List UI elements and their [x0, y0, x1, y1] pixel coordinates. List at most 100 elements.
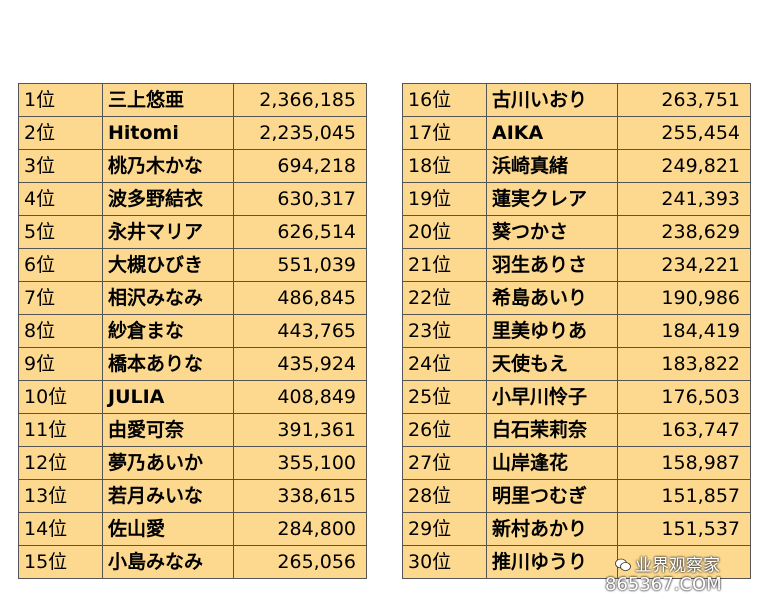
watermark-title: 业界观察家 — [615, 551, 720, 576]
rank-label: 8位 — [18, 314, 103, 348]
actress-name: 相沢みなみ — [102, 281, 234, 315]
actress-name: 桃乃木かな — [102, 149, 234, 183]
watermark: 业界观察家 865367.COM — [605, 551, 765, 597]
actress-name: 紗倉まな — [102, 314, 234, 348]
table-row: 17位 AIKA 255,454 — [402, 116, 751, 150]
wechat-icon — [615, 558, 631, 571]
table-row: 10位 JULIA 408,849 — [18, 380, 367, 414]
rank-label: 3位 — [18, 149, 103, 183]
view-count: 630,317 — [233, 182, 367, 216]
table-row: 6位 大槻ひびき 551,039 — [18, 248, 367, 282]
actress-name: 小島みなみ — [102, 545, 234, 579]
actress-name: 蓮実クレア — [486, 182, 618, 216]
actress-name: 若月みいな — [102, 479, 234, 513]
actress-name: 橋本ありな — [102, 347, 234, 381]
actress-name: 明里つむぎ — [486, 479, 618, 513]
rank-label: 18位 — [402, 149, 487, 183]
table-row: 21位 羽生ありさ 234,221 — [402, 248, 751, 282]
rank-label: 19位 — [402, 182, 487, 216]
view-count: 263,751 — [617, 83, 751, 117]
ranking-table-left: 1位 三上悠亜 2,366,185 2位 Hitomi 2,235,045 3位 桃乃木かな 6… — [18, 83, 367, 579]
actress-name: 永井マリア — [102, 215, 234, 249]
table-row: 15位 小島みなみ 265,056 — [18, 545, 367, 579]
view-count: 151,537 — [617, 512, 751, 546]
actress-name: 佐山愛 — [102, 512, 234, 546]
table-row: 23位 里美ゆりあ 184,419 — [402, 314, 751, 348]
table-row: 11位 由愛可奈 391,361 — [18, 413, 367, 447]
actress-name: 推川ゆうり — [486, 545, 618, 579]
view-count: 249,821 — [617, 149, 751, 183]
table-row: 4位 波多野結衣 630,317 — [18, 182, 367, 216]
rank-label: 9位 — [18, 347, 103, 381]
view-count: 626,514 — [233, 215, 367, 249]
actress-name: 希島あいり — [486, 281, 618, 315]
rank-label: 5位 — [18, 215, 103, 249]
actress-name: 波多野結衣 — [102, 182, 234, 216]
actress-name: 白石茉莉奈 — [486, 413, 618, 447]
rank-label: 12位 — [18, 446, 103, 480]
view-count: 190,986 — [617, 281, 751, 315]
table-row: 22位 希島あいり 190,986 — [402, 281, 751, 315]
table-row: 30位 推川ゆうり — [402, 545, 751, 579]
rank-label: 21位 — [402, 248, 487, 282]
view-count: 391,361 — [233, 413, 367, 447]
table-row: 14位 佐山愛 284,800 — [18, 512, 367, 546]
view-count: 338,615 — [233, 479, 367, 513]
actress-name: 浜崎真緒 — [486, 149, 618, 183]
view-count: 151,857 — [617, 479, 751, 513]
table-row: 13位 若月みいな 338,615 — [18, 479, 367, 513]
table-row: 24位 天使もえ 183,822 — [402, 347, 751, 381]
actress-name: 夢乃あいか — [102, 446, 234, 480]
rank-label: 7位 — [18, 281, 103, 315]
actress-name: 新村あかり — [486, 512, 618, 546]
rank-label: 6位 — [18, 248, 103, 282]
actress-name: 由愛可奈 — [102, 413, 234, 447]
rank-label: 13位 — [18, 479, 103, 513]
view-count: 265,056 — [233, 545, 367, 579]
actress-name: 羽生ありさ — [486, 248, 618, 282]
rank-label: 17位 — [402, 116, 487, 150]
rank-label: 28位 — [402, 479, 487, 513]
actress-name: 葵つかさ — [486, 215, 618, 249]
view-count: 355,100 — [233, 446, 367, 480]
table-row: 20位 葵つかさ 238,629 — [402, 215, 751, 249]
view-count: 255,454 — [617, 116, 751, 150]
ranking-table-right: 16位 古川いおり 263,751 17位 AIKA 255,454 18位 浜崎真緒 249,… — [402, 83, 751, 579]
actress-name: JULIA — [102, 380, 234, 414]
watermark-line2: 865367.COM — [605, 574, 722, 595]
actress-name: AIKA — [486, 116, 618, 150]
rank-label: 10位 — [18, 380, 103, 414]
watermark-line1: 业界观察家 — [635, 556, 720, 576]
table-row: 29位 新村あかり 151,537 — [402, 512, 751, 546]
table-row: 26位 白石茉莉奈 163,747 — [402, 413, 751, 447]
rank-label: 24位 — [402, 347, 487, 381]
table-row: 18位 浜崎真緒 249,821 — [402, 149, 751, 183]
rank-label: 23位 — [402, 314, 487, 348]
view-count: 435,924 — [233, 347, 367, 381]
view-count: 234,221 — [617, 248, 751, 282]
rank-label: 29位 — [402, 512, 487, 546]
view-count: 2,235,045 — [233, 116, 367, 150]
view-count: 408,849 — [233, 380, 367, 414]
view-count — [617, 545, 751, 579]
view-count: 694,218 — [233, 149, 367, 183]
view-count: 238,629 — [617, 215, 751, 249]
table-row: 12位 夢乃あいか 355,100 — [18, 446, 367, 480]
view-count: 284,800 — [233, 512, 367, 546]
table-row: 1位 三上悠亜 2,366,185 — [18, 83, 367, 117]
actress-name: 小早川怜子 — [486, 380, 618, 414]
table-row: 28位 明里つむぎ 151,857 — [402, 479, 751, 513]
view-count: 2,366,185 — [233, 83, 367, 117]
rank-label: 30位 — [402, 545, 487, 579]
view-count: 158,987 — [617, 446, 751, 480]
actress-name: 山岸逢花 — [486, 446, 618, 480]
rank-label: 20位 — [402, 215, 487, 249]
actress-name: 天使もえ — [486, 347, 618, 381]
rank-label: 11位 — [18, 413, 103, 447]
actress-name: 三上悠亜 — [102, 83, 234, 117]
table-row: 7位 相沢みなみ 486,845 — [18, 281, 367, 315]
actress-name: 大槻ひびき — [102, 248, 234, 282]
table-row: 19位 蓮実クレア 241,393 — [402, 182, 751, 216]
rank-label: 15位 — [18, 545, 103, 579]
view-count: 183,822 — [617, 347, 751, 381]
